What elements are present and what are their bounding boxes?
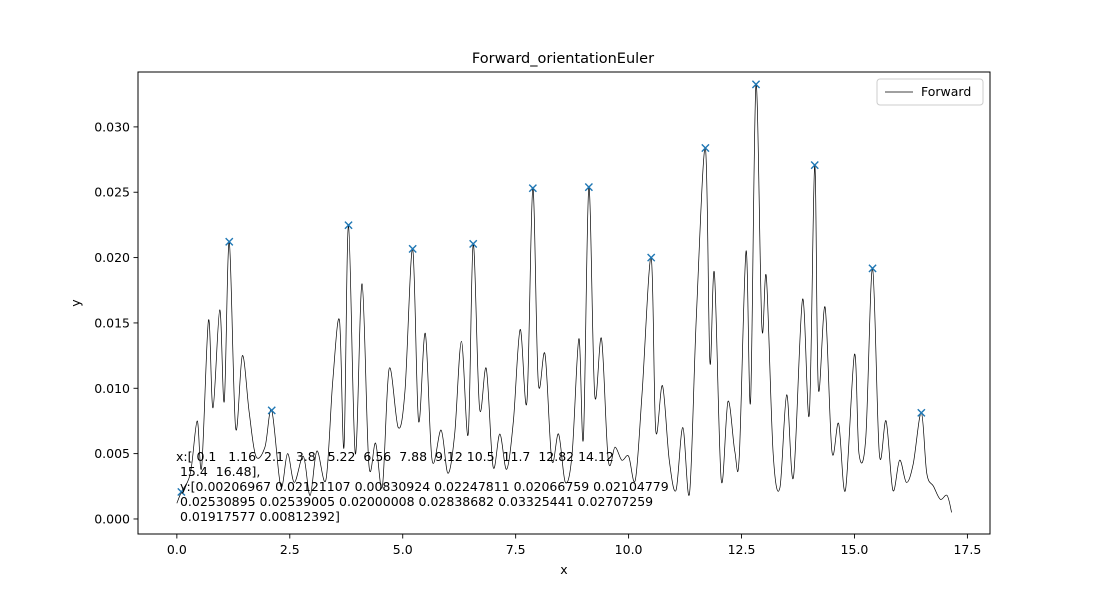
peak-marker-stroke (408, 244, 417, 253)
peak-marker (177, 487, 186, 497)
peak-marker-stroke (267, 406, 276, 415)
y-tick-label: 0.010 (94, 381, 130, 396)
peak-marker-stroke (701, 143, 710, 153)
peak-marker-stroke (647, 253, 656, 262)
x-tick-label: 0.0 (167, 542, 187, 557)
x-tick-label: 7.5 (506, 542, 526, 557)
y-tick-label: 0.030 (94, 119, 130, 134)
annotation-line: x:[ 0.1 1.16 2.1 3.8 5.22 6.56 7.88 9.12… (176, 449, 614, 464)
peak-marker-stroke (917, 408, 926, 417)
annotation-line: 0.02530895 0.02539005 0.02000008 0.02838… (176, 494, 653, 509)
peak-marker-stroke (225, 237, 234, 246)
peak-marker (868, 264, 877, 273)
chart-title: Forward_orientationEuler (472, 51, 654, 67)
peak-marker (810, 161, 819, 170)
peak-marker (469, 239, 478, 248)
peak-marker-stroke (344, 221, 353, 230)
peak-marker (584, 183, 593, 192)
peak-marker-stroke (868, 264, 877, 273)
peak-marker (528, 184, 537, 193)
y-tick-label: 0.025 (94, 185, 130, 200)
peak-marker (225, 237, 234, 246)
plot-frame (137, 71, 991, 535)
peak-marker (701, 143, 710, 153)
x-tick-label: 17.5 (953, 542, 981, 557)
peak-marker-stroke (751, 80, 761, 89)
y-tick-label: 0.015 (94, 315, 130, 330)
annotation-text: x:[ 0.1 1.16 2.1 3.8 5.22 6.56 7.88 9.12… (176, 449, 669, 524)
x-axis-label: x (560, 562, 567, 577)
peak-marker (647, 253, 656, 262)
y-axis-label: y (68, 299, 83, 307)
x-tick-label: 12.5 (728, 542, 756, 557)
peak-marker-stroke (177, 487, 186, 497)
peak-marker (751, 80, 761, 89)
peak-marker (344, 221, 353, 230)
legend-label-forward: Forward (921, 84, 971, 99)
data-layer (176, 80, 952, 513)
y-tick-label: 0.020 (94, 250, 130, 265)
peak-marker (917, 408, 926, 417)
peak-marker-stroke (528, 184, 537, 193)
peak-marker-stroke (469, 239, 478, 248)
peak-marker (267, 406, 276, 415)
peak-marker (408, 244, 417, 253)
legend-box (876, 78, 984, 106)
peak-marker-stroke (810, 161, 819, 170)
annotation-line: 15.4 16.48], (176, 464, 260, 479)
tick-layer: 0.0 2.5 5.0 7.5 10.0 12.5 15.0 17.5 0.000 0.005 0.… (94, 119, 981, 557)
legend: Forward (876, 78, 984, 106)
y-tick-label: 0.000 (94, 511, 130, 526)
x-tick-label: 5.0 (393, 542, 413, 557)
annotation-line: y:[0.00206967 0.02121107 0.00830924 0.02… (176, 479, 669, 494)
plot-area: 0.0 2.5 5.0 7.5 10.0 12.5 15.0 17.5 0.000 0.005 0.… (94, 71, 991, 557)
x-tick-label: 15.0 (841, 542, 869, 557)
x-tick-label: 10.0 (615, 542, 643, 557)
annotation-line: 0.01917577 0.00812392] (176, 509, 340, 524)
x-tick-label: 2.5 (280, 542, 300, 557)
y-tick-label: 0.005 (94, 446, 130, 461)
peak-marker-stroke (584, 183, 593, 192)
